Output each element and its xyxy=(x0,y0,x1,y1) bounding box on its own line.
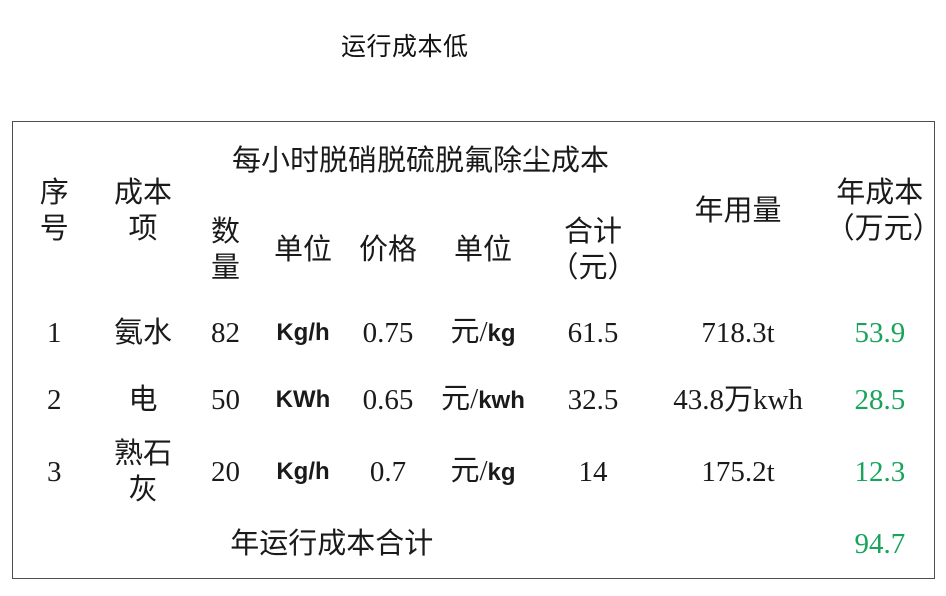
cell-annual-usage: 718.3t xyxy=(701,316,775,349)
header-hourly-cost-group: 每小时脱硝脱硫脱氟除尘成本 xyxy=(232,144,610,177)
table-footer-row: 年运行成本合计 94.7 xyxy=(13,510,935,579)
cell-total: 61.5 xyxy=(567,316,619,349)
table-row: 3 熟石 灰 20 Kg/h 0.7 元/kg 14 175.2t 12.3 xyxy=(13,434,935,510)
cell-item: 氨水 xyxy=(113,316,172,349)
unit-latin: kg xyxy=(487,458,516,486)
header-unit-2: 单位 xyxy=(453,233,512,266)
footer-total-annual-cost: 94.7 xyxy=(854,527,906,560)
header-total-yuan: 合计 （元） xyxy=(549,215,637,284)
cell-quantity: 50 xyxy=(211,383,240,416)
table-row: 1 氨水 82 Kg/h 0.75 元/kg 61.5 718.3t 53.9 xyxy=(13,300,935,366)
cell-annual-cost: 53.9 xyxy=(854,316,906,349)
operating-cost-table: 序 号 成本 项 每小时脱硝脱硫脱氟除尘成本 年用量 年成本 （万元） 数 量 … xyxy=(12,121,942,579)
header-annual-cost: 年成本 （万元） xyxy=(825,176,942,245)
header-unit-1: 单位 xyxy=(273,233,332,266)
cell-annual-cost: 12.3 xyxy=(854,455,906,488)
header-cost-item: 成本 项 xyxy=(113,176,172,245)
cell-unit-2: 元/kg xyxy=(431,434,536,510)
table-row: 2 电 50 KWh 0.65 元/kwh 32.5 43.8万kwh 28.5 xyxy=(13,366,935,434)
cell-total: 14 xyxy=(578,455,608,488)
cell-total: 32.5 xyxy=(567,383,619,416)
cell-quantity: 82 xyxy=(211,316,240,349)
cell-unit-1: Kg/h xyxy=(276,318,330,346)
cell-unit-2: 元/kg xyxy=(431,300,536,366)
header-row-top: 序 号 成本 项 每小时脱硝脱硫脱氟除尘成本 年用量 年成本 （万元） xyxy=(13,122,942,245)
cell-unit-1: Kg/h xyxy=(276,457,330,485)
cell-item: 电 xyxy=(128,383,158,416)
header-annual-usage: 年用量 xyxy=(694,194,782,227)
footer-total-label: 年运行成本合计 xyxy=(230,527,434,560)
header-quantity: 数 量 xyxy=(210,215,240,284)
cell-price: 0.7 xyxy=(369,455,407,488)
cell-unit-2: 元/kwh xyxy=(431,366,536,434)
unit-latin: kwh xyxy=(478,386,525,414)
cell-unit-1: KWh xyxy=(275,385,331,413)
cell-annual-cost: 28.5 xyxy=(854,383,906,416)
cell-serial: 2 xyxy=(47,383,62,416)
unit-cny-prefix: 元/ xyxy=(450,315,488,348)
unit-latin: kg xyxy=(487,319,516,347)
cell-quantity: 20 xyxy=(211,455,240,488)
cell-price: 0.65 xyxy=(362,383,414,416)
cell-annual-usage: 175.2t xyxy=(701,455,775,488)
cell-item: 熟石 灰 xyxy=(113,437,172,506)
unit-cny-prefix: 元/ xyxy=(441,382,479,415)
cell-serial: 3 xyxy=(47,455,62,488)
cell-serial: 1 xyxy=(47,316,62,349)
cell-annual-usage: 43.8万kwh xyxy=(673,383,803,416)
header-price: 价格 xyxy=(358,233,417,266)
page-title: 运行成本低 xyxy=(341,33,469,61)
footer-empty-cell xyxy=(651,510,826,579)
unit-cny-prefix: 元/ xyxy=(450,454,488,487)
header-row-sub: 数 量 单位 价格 单位 合计 （元） xyxy=(13,200,935,300)
header-serial-number: 序 号 xyxy=(39,176,69,245)
cell-price: 0.75 xyxy=(362,316,414,349)
